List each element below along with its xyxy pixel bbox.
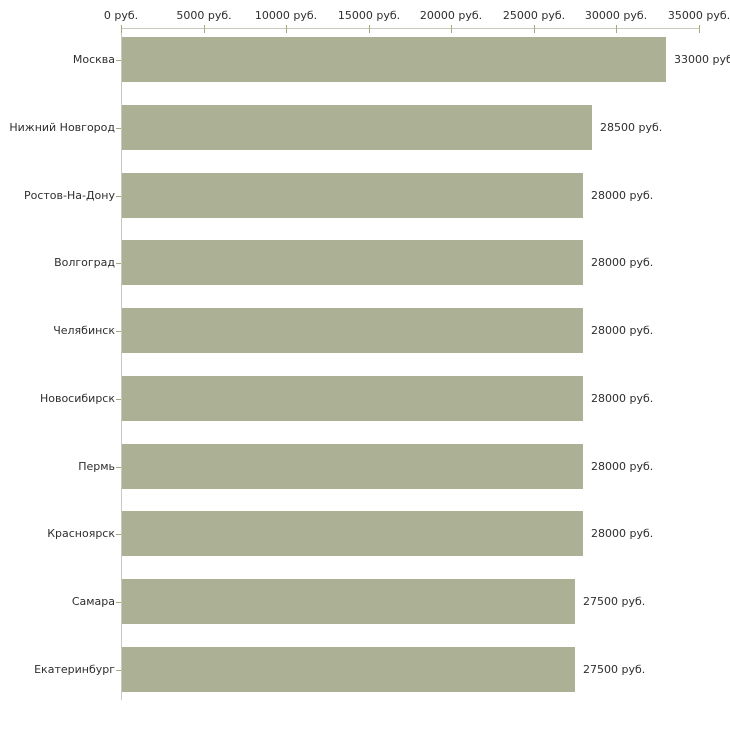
bar (122, 240, 583, 285)
x-tick-label: 5000 руб. (176, 9, 232, 22)
category-label: Пермь (78, 460, 115, 473)
value-label: 28000 руб. (591, 189, 654, 202)
category-label: Ростов-На-Дону (23, 189, 115, 202)
y-axis-line (121, 28, 122, 700)
x-tick-label: 25000 руб. (502, 9, 566, 22)
value-label: 27500 руб. (583, 663, 646, 676)
category-label: Красноярск (47, 527, 115, 540)
bar (122, 105, 592, 150)
y-tick-mark (116, 670, 121, 671)
category-label: Волгоград (54, 256, 115, 269)
x-tick-label: 20000 руб. (419, 9, 483, 22)
value-label: 28500 руб. (600, 121, 663, 134)
y-tick-mark (116, 196, 121, 197)
category-label: Екатеринбург (34, 663, 115, 676)
value-label: 28000 руб. (591, 392, 654, 405)
category-label: Челябинск (53, 324, 115, 337)
bar (122, 647, 575, 692)
x-tick-mark (616, 25, 617, 33)
x-tick-label: 10000 руб. (254, 9, 318, 22)
value-label: 28000 руб. (591, 460, 654, 473)
y-tick-mark (116, 60, 121, 61)
x-tick-mark (451, 25, 452, 33)
category-label: Москва (72, 53, 115, 66)
bar (122, 511, 583, 556)
y-tick-mark (116, 399, 121, 400)
x-tick-label: 35000 руб. (667, 9, 730, 22)
value-label: 27500 руб. (583, 595, 646, 608)
x-tick-mark (534, 25, 535, 33)
x-tick-label: 30000 руб. (584, 9, 648, 22)
y-tick-mark (116, 467, 121, 468)
value-label: 28000 руб. (591, 256, 654, 269)
category-label: Нижний Новгород (9, 121, 115, 134)
value-label: 28000 руб. (591, 324, 654, 337)
y-tick-mark (116, 263, 121, 264)
x-tick-mark (286, 25, 287, 33)
y-tick-mark (116, 128, 121, 129)
bar (122, 376, 583, 421)
y-tick-mark (116, 331, 121, 332)
bar (122, 579, 575, 624)
y-tick-mark (116, 602, 121, 603)
x-tick-mark (699, 25, 700, 33)
bar (122, 173, 583, 218)
bar (122, 308, 583, 353)
x-tick-mark (204, 25, 205, 33)
bar (122, 37, 666, 82)
x-tick-label: 0 руб. (103, 9, 139, 22)
x-tick-mark (369, 25, 370, 33)
bar (122, 444, 583, 489)
x-tick-label: 15000 руб. (337, 9, 401, 22)
value-label: 28000 руб. (591, 527, 654, 540)
x-tick-mark (121, 25, 122, 33)
category-label: Новосибирск (39, 392, 115, 405)
value-label: 33000 руб (674, 53, 730, 66)
y-tick-mark (116, 534, 121, 535)
category-label: Самара (71, 595, 115, 608)
x-axis-line (121, 28, 700, 29)
